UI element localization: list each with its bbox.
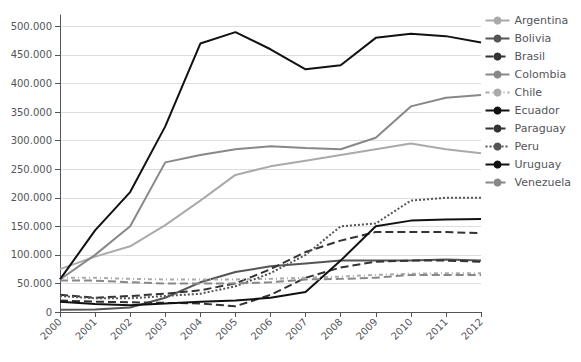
- svg-text:Bolivia: Bolivia: [515, 32, 552, 45]
- svg-text:2006: 2006: [249, 316, 275, 342]
- svg-text:450.000: 450.000: [11, 49, 52, 60]
- svg-text:Argentina: Argentina: [515, 14, 569, 27]
- svg-text:2005: 2005: [214, 316, 240, 342]
- svg-text:0: 0: [46, 307, 52, 318]
- svg-text:250.000: 250.000: [11, 164, 52, 175]
- svg-text:Brasil: Brasil: [515, 50, 546, 63]
- svg-text:2003: 2003: [143, 316, 169, 342]
- svg-text:2007: 2007: [284, 316, 310, 342]
- svg-text:500.000: 500.000: [11, 21, 52, 32]
- svg-text:2002: 2002: [108, 316, 134, 342]
- svg-text:2012: 2012: [459, 316, 485, 342]
- svg-text:2008: 2008: [319, 316, 345, 342]
- svg-text:200.000: 200.000: [11, 192, 52, 203]
- svg-text:2004: 2004: [178, 316, 204, 342]
- svg-text:Chile: Chile: [515, 86, 543, 99]
- svg-text:Colombia: Colombia: [515, 68, 567, 81]
- svg-text:2010: 2010: [389, 316, 415, 342]
- svg-text:Uruguay: Uruguay: [515, 158, 562, 171]
- svg-text:2000: 2000: [38, 316, 64, 342]
- svg-text:Venezuela: Venezuela: [515, 176, 572, 189]
- svg-text:150.000: 150.000: [11, 221, 52, 232]
- svg-text:400.000: 400.000: [11, 78, 52, 89]
- svg-text:Peru: Peru: [515, 140, 540, 153]
- svg-text:50.000: 50.000: [17, 278, 52, 289]
- svg-text:2001: 2001: [73, 316, 99, 342]
- svg-text:Ecuador: Ecuador: [515, 104, 560, 117]
- svg-text:2011: 2011: [424, 316, 450, 342]
- svg-text:2009: 2009: [354, 316, 380, 342]
- svg-text:100.000: 100.000: [11, 249, 52, 260]
- svg-text:Paraguay: Paraguay: [515, 122, 567, 135]
- svg-text:300.000: 300.000: [11, 135, 52, 146]
- svg-text:350.000: 350.000: [11, 107, 52, 118]
